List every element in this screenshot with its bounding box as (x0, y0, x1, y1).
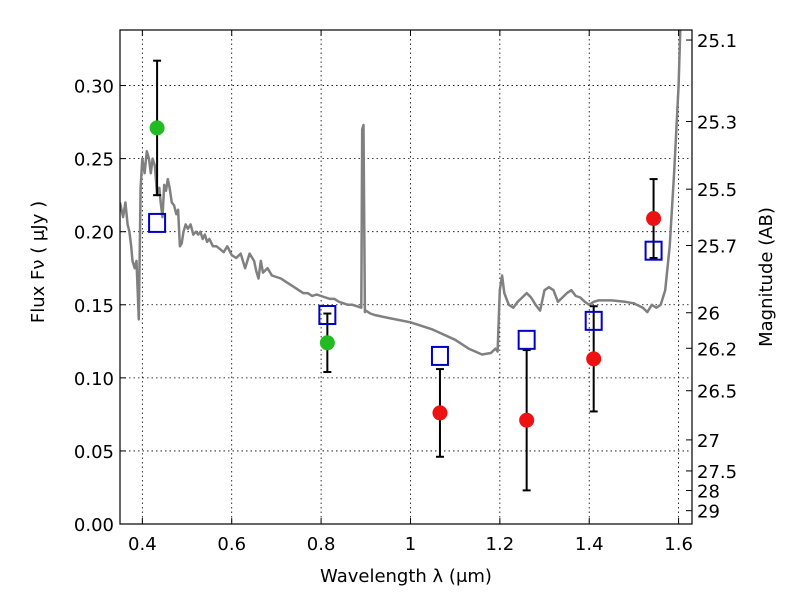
x-tick-label: 0.8 (307, 534, 336, 555)
observed-point (586, 351, 602, 367)
y2-tick-label: 26.5 (697, 382, 737, 403)
y-tick-label: 0.25 (74, 150, 114, 171)
y-tick-label: 0.20 (74, 223, 114, 244)
x-tick-label: 0.6 (217, 534, 246, 555)
x-tick-label: 1.4 (575, 534, 604, 555)
x-tick-label: 0.4 (128, 534, 157, 555)
model-box (517, 329, 536, 350)
y-axis-title: Flux Fν ( μJy ) (28, 201, 49, 323)
y-tick-label: 0.30 (74, 77, 114, 98)
model-box (430, 345, 449, 366)
model-box (584, 310, 603, 331)
observed-point (519, 412, 535, 428)
y-tick-label: 0.10 (74, 369, 114, 390)
y-tick-label: 0.00 (74, 515, 114, 536)
x-tick-label: 1.6 (664, 534, 693, 555)
model-box (318, 305, 337, 325)
observed-point (319, 335, 335, 351)
y2-tick-label: 28 (697, 482, 720, 503)
y2-tick-label: 27.5 (697, 462, 737, 483)
y-tick-label: 0.05 (74, 442, 114, 463)
y2-tick-label: 25.1 (697, 31, 737, 52)
model-box (644, 240, 663, 261)
model-boxes-layer (148, 212, 663, 366)
x-tick-label: 1.2 (486, 534, 515, 555)
y-tick-label: 0.15 (74, 296, 114, 317)
y2-tick-label: 25.5 (697, 180, 737, 201)
observed-points-layer (149, 120, 662, 428)
model-spectrum-layer (120, 30, 682, 356)
y-axis-ticks: 0.00 0.05 0.10 0.15 0.20 0.25 0.30 (74, 77, 126, 536)
plot-background (120, 30, 692, 524)
y2-tick-label: 26.2 (697, 339, 737, 360)
observed-point (646, 211, 662, 227)
observed-point (432, 405, 448, 421)
y2-tick-label: 26 (697, 304, 720, 325)
plot-frame (119, 29, 693, 525)
x-axis-ticks: 0.4 0.6 0.8 1 1.2 1.4 1.6 (128, 30, 693, 555)
x-axis-title: Wavelength λ (μm) (320, 566, 492, 587)
observed-point (149, 120, 165, 136)
model-box (148, 212, 167, 233)
y2-tick-label: 27 (697, 431, 720, 452)
y2-tick-label: 25.7 (697, 237, 737, 258)
x-tick-label: 1 (405, 534, 416, 555)
y2-axis-title: Magnitude (AB) (756, 207, 777, 347)
y2-tick-label: 25.3 (697, 112, 737, 133)
model-spectrum-line (120, 30, 682, 356)
y2-tick-label: 29 (697, 502, 720, 523)
